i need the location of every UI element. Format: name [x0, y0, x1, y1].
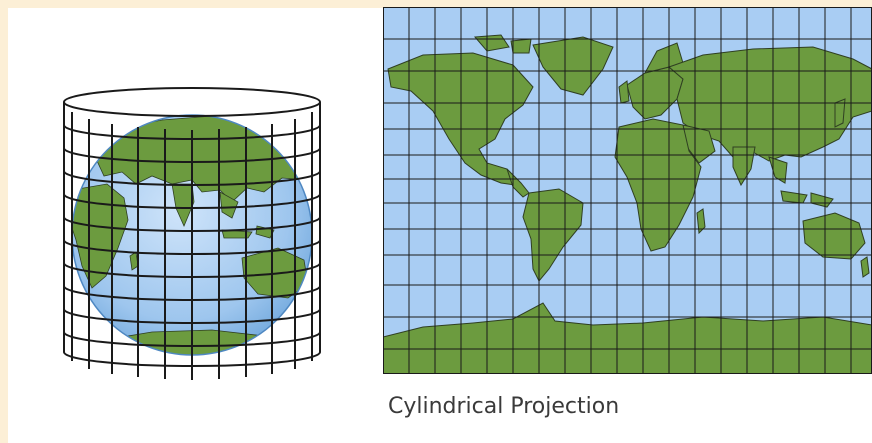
figure-caption: Cylindrical Projection [388, 394, 620, 419]
cylinder-grid [63, 101, 321, 380]
map-grid [383, 7, 872, 374]
map-landmasses [383, 34, 872, 374]
world-map-cylindrical [383, 7, 872, 374]
globe-cylinder-illustration [63, 87, 321, 380]
